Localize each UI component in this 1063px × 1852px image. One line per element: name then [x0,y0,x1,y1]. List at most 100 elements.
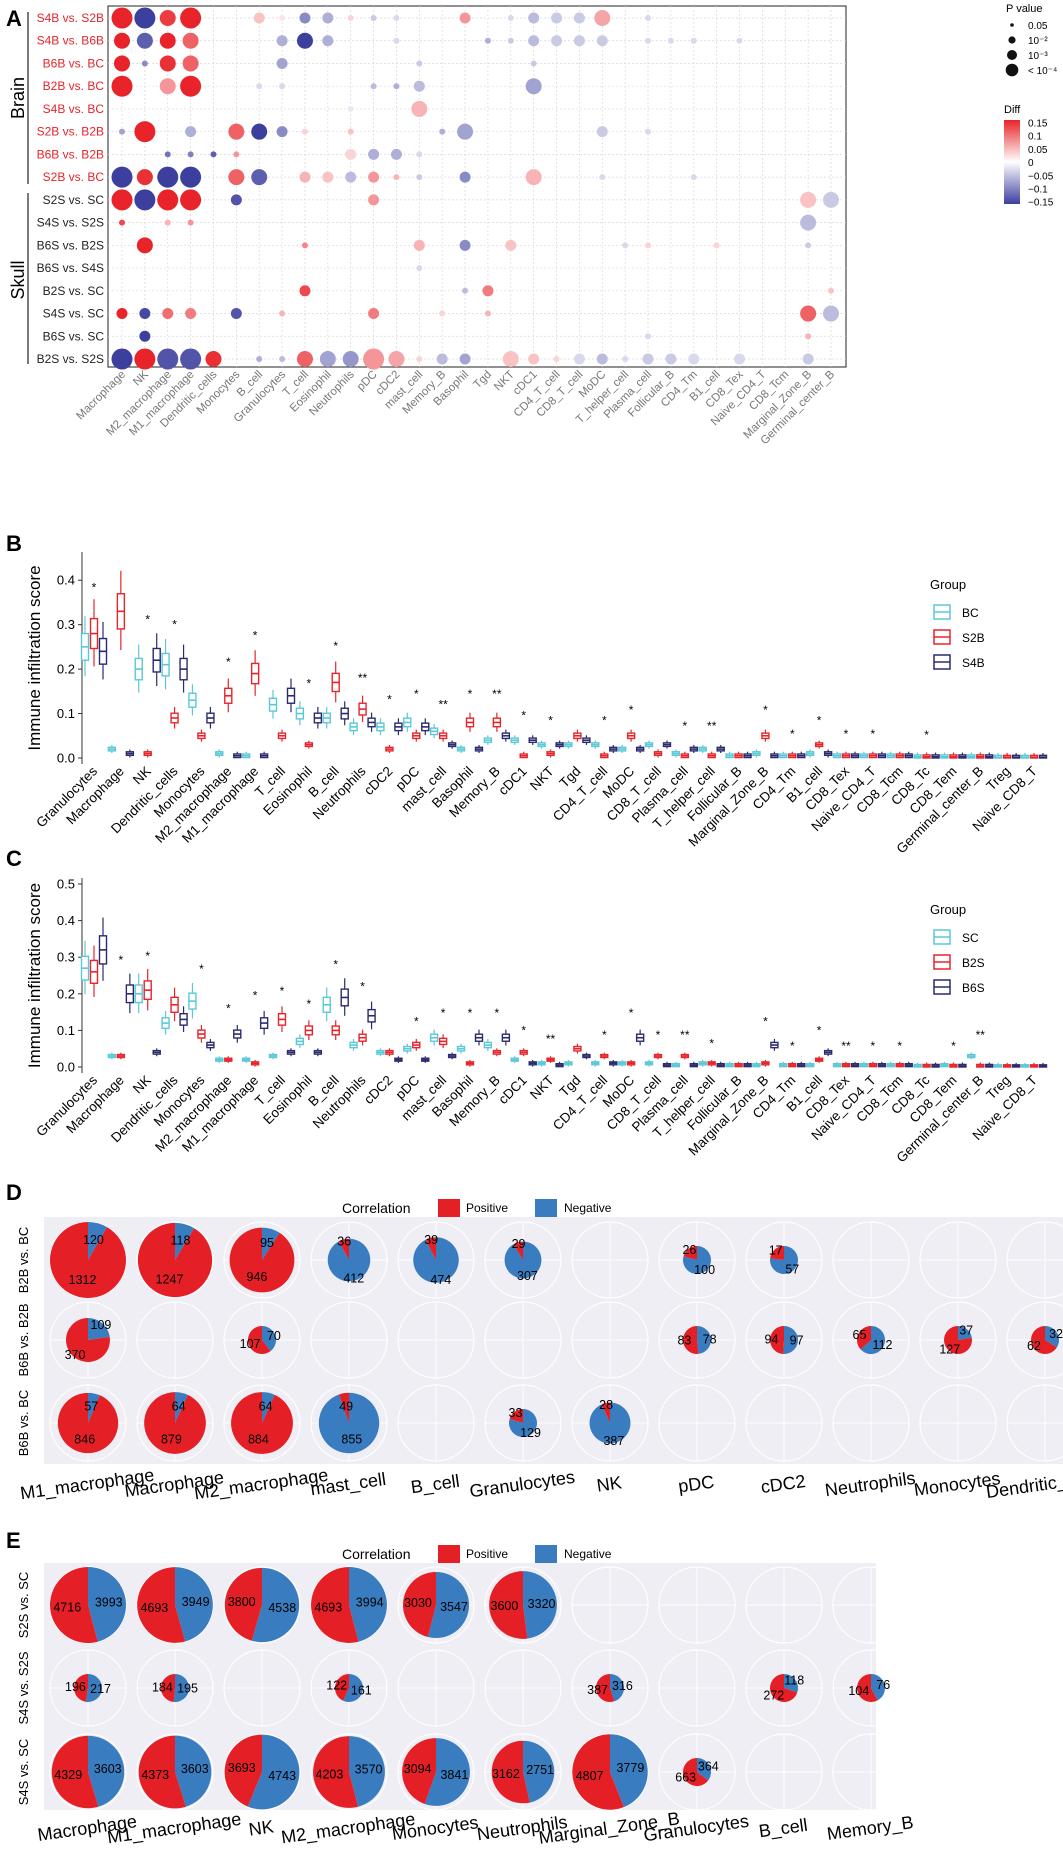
pie-slice-positive-Neutrophils [491,1740,530,1804]
y-tick-label: 0.3 [57,950,75,965]
significance-Eosinophil: * [307,676,312,690]
dot-B6S-vs-B2S-T_helper_cell [622,242,629,249]
pie-negative-count: 64 [259,1399,273,1413]
diff-legend-label: 0.1 [1028,132,1042,143]
pie-slice-negative-M1_macrophage [175,1735,212,1807]
dot-S2B-vs-BC-NK [136,169,153,186]
dot-S2S-vs-SC-pDC [368,194,380,206]
significance-Marginal_Zone_B: * [763,703,768,717]
pie-slice-negative-Monocytes [424,1738,470,1806]
pie-negative-count: 57 [785,1262,799,1276]
y-tick-label: 0.0 [57,751,75,766]
skull-group-label: Skull [8,260,28,299]
pie-positive-count: 4329 [54,1768,82,1782]
dot-S4S-vs-SC-Macrophage [116,308,128,320]
pie-slice-positive-M1_macrophage [57,1392,119,1454]
dot-S2B-vs-BC-Neutrophils [345,171,357,183]
pie-slice-negative-Macrophage [175,1392,188,1423]
significance-cDC2: * [387,692,392,706]
pie-slice-negative-NK [589,1402,631,1444]
dot-S2S-vs-SC-Marginal_Zone_B [800,191,817,208]
pie-negative-count: 3949 [182,1595,210,1609]
pie-positive-count: 62 [1027,1339,1041,1353]
pie-positive-count: 4373 [141,1768,169,1782]
category-label: cDC1 [495,764,529,798]
dot-B2B-vs-BC-M2_macrophage [159,78,176,95]
pie-slice-negative-Memory_B [871,1674,885,1701]
pie-column-label: Neutrophils [824,1468,917,1500]
pie-slice-positive-cDC2 [770,1326,784,1354]
panel-label-e: E [6,1528,21,1553]
pie-slice-positive-M2_macrophage [229,1227,295,1293]
dot-S4B-vs-S2B-Eosinophil [322,12,334,24]
dot-S2B-vs-BC-mast_cell [416,174,423,181]
dot-B6S-vs-SC-NK [139,330,151,342]
pie-slice-positive-M1_macrophage [50,1222,127,1299]
dot-B2B-vs-BC-cDC2 [393,83,400,90]
y-tick-label: 0.0 [57,1060,75,1075]
dot-S4S-vs-SC-Monocytes [230,308,242,320]
legend-label-S4B: S4B [962,656,985,670]
dot-S2B-vs-BC-CD4_Tm [690,174,697,181]
pie-positive-count: 83 [677,1334,691,1348]
pie-negative-count: 307 [517,1269,538,1283]
pie-negative-count: 3603 [181,1762,209,1776]
significance-T_cell: * [280,984,285,998]
pie-negative-count: 3994 [356,1595,384,1609]
pie-positive-count: 107 [240,1337,261,1351]
comparison-label: S2S vs. SC [43,193,105,207]
legend-negative-label: Negative [564,1547,612,1561]
dot-B2B-vs-BC-Macrophage [111,75,133,97]
pie-slice-negative-M2_macrophage [262,1326,277,1352]
legend-negative-label: Negative [564,1201,612,1215]
dot-S4B-vs-B6B-Granulocytes [276,35,288,47]
dot-S4B-vs-B6B-NKT [507,37,514,44]
legend-label-S2B: S2B [962,631,985,645]
pie-column-label: B_cell [409,1471,460,1499]
dot-B6B-vs-B2B-Dendritic_cells [210,151,217,158]
comparison-label: S4S vs. S2S [37,216,104,230]
significance-MoDC: * [629,1006,634,1020]
pie-negative-count: 109 [91,1318,112,1332]
dot-B2S-vs-S2S-CD8_Tex [734,353,746,365]
pie-negative-count: 64 [172,1399,186,1413]
pie-positive-count: 272 [763,1688,784,1702]
pie-positive-count: 370 [65,1348,86,1362]
significance-Neutrophils: * [360,980,365,994]
pie-slice-positive-Dendritic_cells [1031,1326,1057,1354]
pie-slice-negative-M1_macrophage [175,1567,213,1642]
significance-B1_cell: * [817,714,822,728]
dot-B6B-vs-B2B-cDC2 [390,148,402,160]
pie-slice-positive-cDC2 [770,1246,784,1260]
pie-negative-count: 57 [84,1400,98,1414]
dot-S4S-vs-SC-NK [139,308,151,320]
comparison-label: B2S vs. S2S [37,352,104,366]
dot-S2B-vs-B2B-Plasma_cell [645,128,652,135]
pie-slice-positive-M2_macrophage [248,1326,271,1354]
dot-B6B-vs-BC-cDC1 [530,60,537,67]
dot-S4S-vs-SC-Germinal_center_B [823,305,839,322]
pie-column-label: Memory_B [826,1812,915,1845]
pie-negative-count: 70 [267,1329,281,1343]
dot-B6B-vs-BC-M2_macrophage [159,55,176,72]
pie-positive-count: 94 [764,1333,778,1347]
dot-S4B-vs-B6B-M1_macrophage [182,32,199,49]
pie-negative-count: 217 [90,1682,111,1696]
pie-negative-count: 387 [603,1434,624,1448]
dot-B6S-vs-B2S-Plasma_cell [645,242,652,249]
pie-slice-negative-M1_macrophage [88,1222,108,1260]
pie-positive-count: 4716 [53,1601,81,1615]
comparison-label: S4B vs. B6B [37,34,104,48]
pie-slice-positive-M2_macrophage [313,1736,359,1808]
dot-B2S-vs-S2S-Memory_B [436,353,448,365]
comparison-label: B6B vs. B2B [37,147,104,161]
pie-positive-count: 846 [74,1432,95,1446]
dot-B2S-vs-S2S-Dendritic_cells [205,351,222,367]
dot-S2B-vs-BC-B_cell [251,169,268,186]
dot-S4B-vs-B6B-CD8_T_cell [573,35,585,47]
pie-positive-count: 26 [682,1243,696,1257]
dot-S2B-vs-BC-cDC1 [525,169,542,186]
dot-S4B-vs-BC-Neutrophils [347,105,354,112]
dot-S4S-vs-SC-Tgd [484,310,491,317]
dot-S2B-vs-B2B-MoDC [596,126,608,138]
